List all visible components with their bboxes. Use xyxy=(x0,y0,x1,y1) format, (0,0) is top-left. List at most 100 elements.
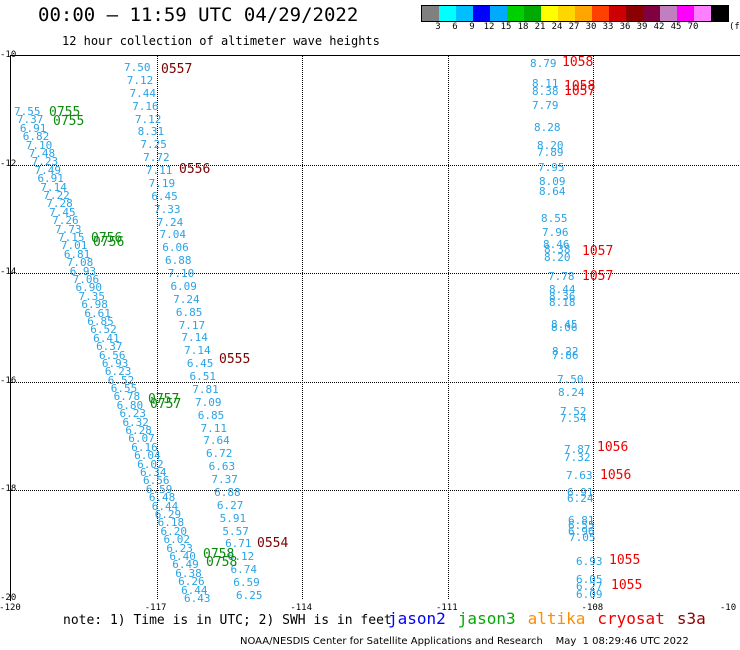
parallel-gridline xyxy=(11,381,739,383)
pass-time-label: 0758 xyxy=(206,555,238,570)
left-track-swh-label: 7.55 xyxy=(14,105,41,118)
left-track-swh-label: 6.91 xyxy=(19,121,47,135)
colorbar-tick-label: 33 xyxy=(602,22,614,32)
right-track-swh-label: 7.79 xyxy=(532,99,559,112)
left-track-swh-label: 6.59 xyxy=(145,482,173,496)
right-track-swh-label: 8.36 xyxy=(549,290,576,303)
left-track-swh-label: 6.02 xyxy=(163,533,190,547)
center-track-swh-label: 7.11 xyxy=(200,421,227,435)
left-track-swh-label: 7.49 xyxy=(34,163,62,177)
left-track-swh-label: 6.55 xyxy=(110,382,138,396)
latitude-tick-label: -12 xyxy=(0,158,17,169)
center-track-swh-label: 7.24 xyxy=(173,292,200,306)
pass-time-label: 0756 xyxy=(93,235,125,250)
meridian-gridline xyxy=(156,56,158,599)
left-track-swh-label: 6.56 xyxy=(142,474,170,488)
right-track-swh-label: 6.96 xyxy=(568,525,595,538)
center-track-swh-label: 7.37 xyxy=(211,473,238,487)
left-track-swh-label: 7.26 xyxy=(52,214,79,228)
right-track-swh-label: 6.27 xyxy=(576,580,603,593)
left-track-swh-label: 6.44 xyxy=(151,499,179,513)
left-track-swh-label: 6.98 xyxy=(81,298,108,312)
parallel-gridline xyxy=(11,490,739,492)
left-track-swh-label: 6.43 xyxy=(184,592,211,605)
latitude-tick-label: -20 xyxy=(0,593,17,603)
center-track-swh-label: 7.24 xyxy=(156,215,184,229)
left-track-swh-label: 7.23 xyxy=(31,155,59,169)
center-track-swh-label: 6.51 xyxy=(189,370,217,384)
center-track-swh-label: 7.33 xyxy=(154,202,181,216)
center-track-swh-label: 6.85 xyxy=(197,408,225,422)
right-track-swh-label: 6.81 xyxy=(568,514,595,527)
colorbar-tick-label: 9 xyxy=(469,22,475,32)
left-track-swh-label: 6.29 xyxy=(154,508,182,522)
left-track-swh-label: 6.41 xyxy=(93,331,120,345)
pass-time-label: 0557 xyxy=(161,62,193,77)
center-track-swh-label: 6.09 xyxy=(170,279,197,293)
center-track-swh-label: 7.64 xyxy=(203,434,230,448)
center-track-swh-label: 6.74 xyxy=(230,563,258,577)
right-track-swh-label: 7.96 xyxy=(542,226,569,239)
right-track-swh-label: 8.55 xyxy=(541,212,568,225)
right-track-swh-label: 8.79 xyxy=(530,57,557,70)
pass-time-label: 1058 xyxy=(562,55,594,70)
left-track-swh-label: 6.34 xyxy=(140,466,167,480)
center-track-swh-label: 6.72 xyxy=(205,447,233,461)
center-track-swh-label: 7.04 xyxy=(159,228,187,242)
left-track-swh-label: 6.40 xyxy=(169,550,196,564)
left-track-swh-label: 7.22 xyxy=(43,188,70,202)
colorbar-swatch xyxy=(575,6,592,21)
left-track-swh-label: 6.93 xyxy=(69,264,97,278)
right-track-swh-label: 8.28 xyxy=(534,121,561,134)
center-track-swh-label: 7.12 xyxy=(134,112,162,126)
left-track-swh-label: 6.07 xyxy=(128,432,155,446)
center-track-swh-label: 7.72 xyxy=(143,151,170,165)
center-track-swh-label: 7.25 xyxy=(140,138,167,152)
colorbar-swatch xyxy=(711,6,728,21)
center-track-swh-label: 7.10 xyxy=(167,267,195,281)
left-track-swh-label: 7.08 xyxy=(66,256,94,270)
center-track-swh-label: 6.45 xyxy=(151,189,178,203)
colorbar-tick-label: 24 xyxy=(551,22,563,32)
colorbar-swatch xyxy=(439,6,456,21)
center-track-swh-label: 6.45 xyxy=(186,357,214,371)
pass-time-label: 1055 xyxy=(609,553,641,568)
colorbar-tick-label: 42 xyxy=(653,22,665,32)
right-track-swh-label: 8.45 xyxy=(551,318,578,331)
longitude-tick-label: -111 xyxy=(435,603,458,613)
colorbar-swatch xyxy=(456,6,473,21)
left-track-swh-label: 6.80 xyxy=(116,398,144,412)
left-track-swh-label: 6.52 xyxy=(107,373,135,387)
satellite-legend: jason2 jason3 altika cryosat s3a xyxy=(388,609,718,628)
legend-item-altika: altika xyxy=(527,609,586,628)
map-title: 00:00 – 11:59 UTC 04/29/2022 xyxy=(38,4,359,26)
pass-time-label: 1056 xyxy=(600,468,632,483)
center-track-swh-label: 7.19 xyxy=(148,176,176,190)
left-track-swh-label: 6.48 xyxy=(148,491,176,505)
colorbar-tick-label: 12 xyxy=(483,22,495,32)
center-track-swh-label: 7.11 xyxy=(145,164,173,178)
right-track-swh-label: 6.91 xyxy=(567,486,594,499)
longitude-tick-label: -117 xyxy=(144,603,167,613)
pass-time-label: 1056 xyxy=(597,440,629,455)
pass-time-label: 1055 xyxy=(611,578,643,593)
pass-time-label: 1058 xyxy=(564,79,596,94)
left-track-swh-label: 6.23 xyxy=(119,407,147,421)
left-track-swh-label: 7.10 xyxy=(25,138,53,152)
colorbar-swatch xyxy=(660,6,677,21)
legend-item-cryosat: cryosat xyxy=(597,609,665,628)
pass-time-label: 0756 xyxy=(91,231,123,246)
center-track-swh-label: 7.14 xyxy=(181,331,208,345)
left-track-swh-label: 7.45 xyxy=(49,205,76,219)
pass-time-label: 0556 xyxy=(179,162,211,177)
pass-time-label: 0555 xyxy=(219,352,251,367)
colorbar-tick-label: 36 xyxy=(619,22,631,32)
map-note: note: 1) Time is in UTC; 2) SWH is in fe… xyxy=(63,613,392,628)
right-track-swh-label: 7.50 xyxy=(557,373,584,386)
left-track-swh-label: 6.20 xyxy=(160,524,188,538)
pass-time-label: 1057 xyxy=(564,84,596,99)
center-track-swh-label: 7.17 xyxy=(178,318,206,332)
right-track-swh-label: 8.11 xyxy=(532,77,559,90)
left-track-swh-label: 6.91 xyxy=(37,172,64,186)
right-track-swh-label: 6.24 xyxy=(567,492,594,505)
